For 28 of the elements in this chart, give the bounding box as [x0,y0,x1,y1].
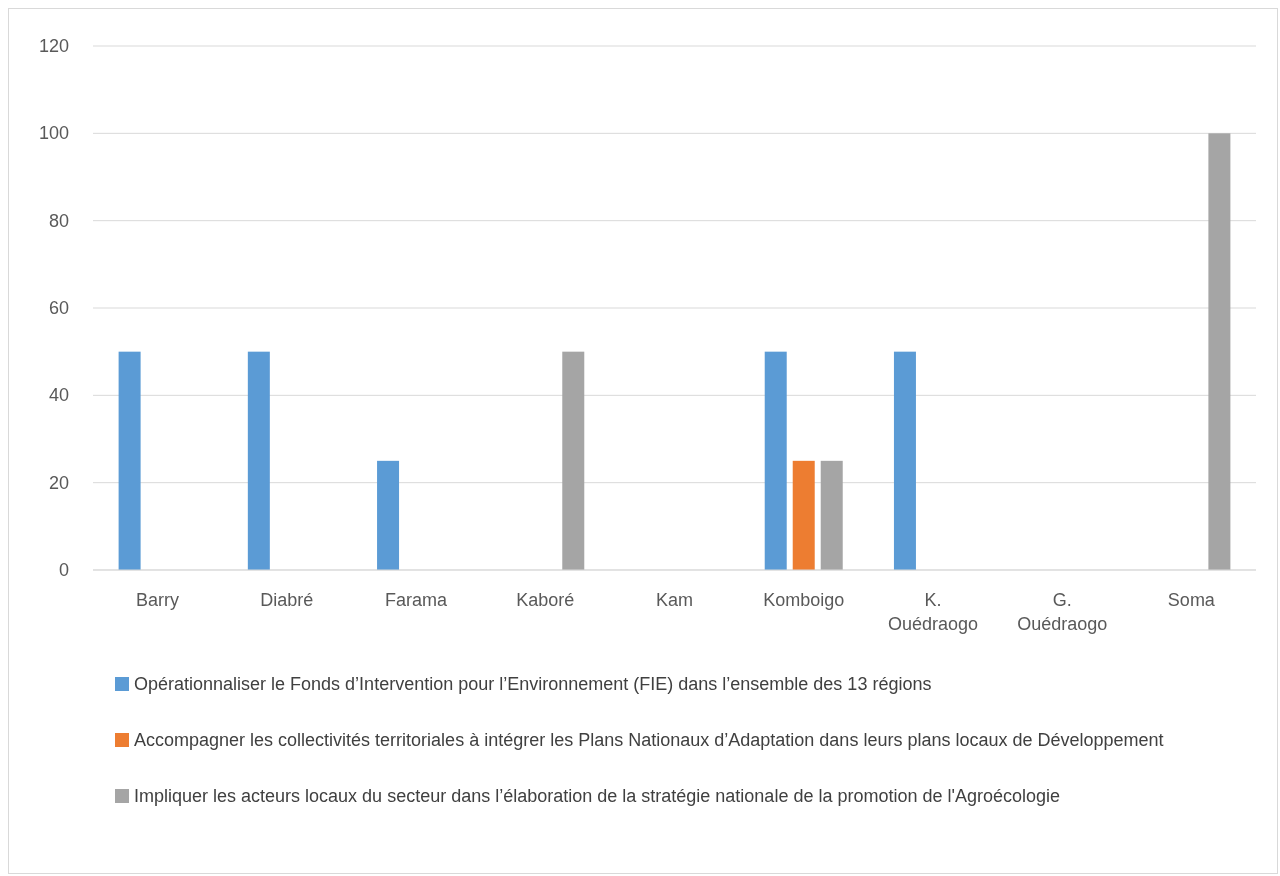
x-tick-label: Kam [655,590,694,610]
bar [562,351,585,570]
bar [118,351,141,570]
y-tick-label: 120 [38,36,69,56]
y-tick-label: 0 [58,560,69,580]
bar [1208,133,1231,570]
legend-label: Opérationnaliser le Fonds d’Intervention pour l’Environnement (FIE) dans l’ensemble des 13 régions [134,674,932,694]
y-tick-label: 80 [48,210,69,231]
x-tick-label: K. Ouédraogo [887,590,978,634]
x-tick-label: Kaboré [516,590,575,610]
y-tick-label: 40 [48,385,69,406]
x-tick-label: Farama [385,590,449,610]
x-tick-label: Diabré [260,590,314,610]
bar [764,351,787,570]
legend-label: Accompagner les collectivités territoriales à intégrer les Plans Nationaux d’Adaptation dans leurs plans locaux de Développement [134,730,1164,750]
bar [820,460,843,570]
y-tick-label: 100 [38,123,69,144]
x-tick-label: Soma [1167,590,1216,610]
x-tick-label: Barry [136,590,180,610]
bar [893,351,916,570]
bar [377,460,400,570]
legend-label: Impliquer les acteurs locaux du secteur dans l’élaboration de la stratégie nationale de la promotion de l'Agroécologie [134,786,1060,806]
bar [792,460,815,570]
x-tick-label: Komboigo [763,590,845,610]
bar [247,351,270,570]
y-tick-label: 20 [48,472,69,493]
y-tick-label: 60 [48,298,69,318]
x-tick-label: G. Ouédraogo [1017,590,1108,634]
